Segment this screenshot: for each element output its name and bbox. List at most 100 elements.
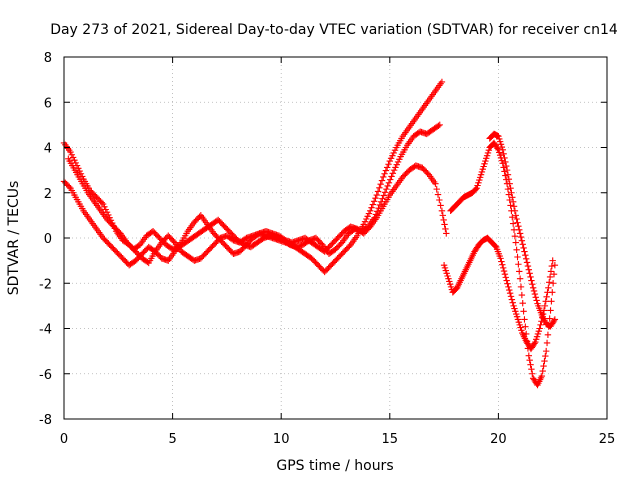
data-point [522,251,529,259]
chart-title: Day 273 of 2021, Sidereal Day-to-day VTE… [50,22,618,38]
data-point [473,185,480,192]
data-point [517,283,525,291]
data-point [68,151,76,158]
data-point [440,261,448,269]
data-point [503,162,510,170]
data-point [504,280,511,287]
data-point [363,215,370,223]
data-point [374,208,381,215]
data-point [496,135,503,143]
data-point [483,155,490,162]
data-point [497,141,505,148]
data-point [370,198,378,205]
data-point [101,203,108,210]
data-point [509,220,517,227]
x-tick-label: 5 [168,432,176,447]
data-point [523,259,531,266]
data-point [501,154,508,162]
data-point [514,253,521,261]
data-point [472,185,480,193]
data-point [381,189,389,196]
data-point [441,264,449,272]
data-point [499,264,507,272]
data-point [536,325,543,332]
data-point [393,161,400,168]
data-point [534,330,542,338]
data-point [377,180,384,188]
data-point [509,198,517,205]
data-point [549,280,557,287]
data-point [367,207,374,215]
y-tick-label: 6 [44,96,52,111]
data-point [383,185,390,193]
data-point [532,294,539,301]
data-point [515,261,522,268]
data-point [386,157,393,165]
x-tick-label: 10 [273,432,290,447]
data-point [518,237,526,244]
data-point [551,261,559,269]
data-point [516,321,523,329]
data-point [374,188,382,195]
data-point [547,307,554,314]
data-point [515,318,523,326]
data-point [513,310,520,318]
data-point [495,132,502,140]
data-point [515,223,522,230]
data-point [380,192,387,199]
data-point [527,361,534,368]
data-point [383,164,391,171]
data-point [542,352,549,360]
data-point [507,293,515,300]
data-point [387,176,394,183]
x-axis-label: GPS time / hours [276,458,393,474]
data-point [510,302,517,310]
data-point [392,164,399,171]
scatter-points [60,78,559,389]
data-point [384,182,391,190]
data-point [516,226,523,234]
data-point [380,173,387,181]
data-point [510,203,518,210]
data-point [482,157,489,165]
data-point [533,297,540,304]
data-point [541,302,549,310]
data-point [436,196,443,204]
data-point [502,158,509,166]
data-point [71,156,78,164]
data-point [516,230,524,237]
data-point [443,270,450,277]
data-point [522,323,529,330]
data-point [444,272,451,280]
data-point [546,273,554,281]
data-point [517,324,524,331]
data-point [496,138,504,145]
data-point [498,143,506,151]
data-point [372,194,379,202]
data-point [484,149,492,157]
data-point [506,286,513,294]
data-point [76,167,83,175]
data-point [480,163,487,170]
data-point [497,255,504,262]
data-point [376,184,383,191]
x-tick-label: 0 [60,432,68,447]
data-point [525,352,533,359]
data-point [530,287,538,295]
data-point [435,122,442,129]
data-point [516,275,524,282]
data-point [500,267,508,275]
data-point [446,280,454,288]
data-point [385,161,392,168]
data-point [66,183,73,191]
data-point [545,284,552,291]
data-point [391,147,399,154]
data-point [501,271,509,278]
data-point [432,180,439,187]
data-point [528,277,535,284]
data-point [447,283,455,291]
data-point [387,155,395,162]
data-point [368,204,375,211]
data-point [547,268,555,275]
data-point [508,296,516,303]
